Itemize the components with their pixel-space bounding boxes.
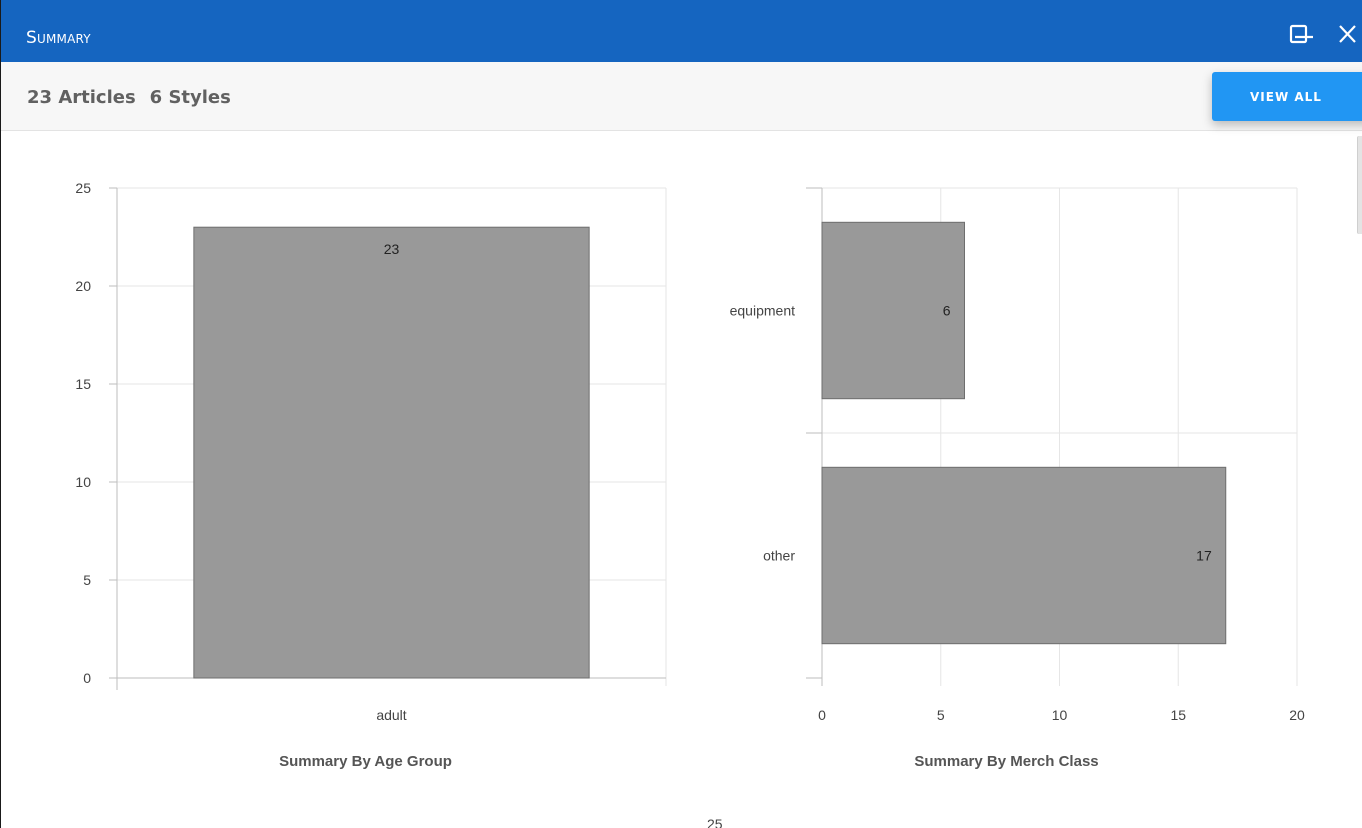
y-tick-label: 20 — [75, 278, 91, 294]
close-icon — [1339, 25, 1356, 43]
data-label-adult: 23 — [384, 241, 400, 257]
bar-equipment — [821, 221, 965, 400]
x-tick-label: 20 — [1289, 707, 1305, 723]
view-all-button[interactable]: VIEW ALL — [1212, 72, 1362, 121]
window-title: Summary — [26, 28, 91, 48]
merch-class-chart: 0 5 10 15 20 6 17 equipment other Summary By M… — [730, 187, 1305, 770]
y-tick-label: equipment — [730, 303, 795, 319]
x-tick-label: 10 — [1052, 707, 1068, 723]
age-group-chart-title: Summary By Age Group — [279, 753, 452, 770]
y-tick-label: 5 — [83, 572, 91, 588]
x-tick-label: 5 — [937, 707, 945, 723]
age-group-chart: 0 5 10 15 20 25 23 adult Summary By Age Group — [75, 180, 667, 770]
data-label-equipment: 6 — [943, 303, 951, 319]
data-label-other: 17 — [1196, 548, 1212, 564]
maximize-icon — [1289, 24, 1308, 44]
maximize-button[interactable] — [1285, 22, 1311, 48]
charts-area: 0 5 10 15 20 25 23 adult Summary By Age Group… — [75, 180, 1305, 770]
title-bar: Summary — [1, 0, 1362, 62]
minimize-button[interactable] — [1291, 22, 1317, 48]
scrollbar[interactable] — [1357, 136, 1362, 234]
styles-count: 6 Styles — [149, 87, 231, 108]
close-button[interactable] — [1335, 22, 1361, 48]
articles-count: 23 Articles — [27, 87, 136, 108]
bar-adult — [193, 226, 590, 679]
y-tick-label: other — [763, 548, 795, 564]
y-tick-label: 0 — [83, 670, 91, 686]
summary-counts: 23 Articles 6 Styles — [27, 87, 245, 108]
x-tick-label: 0 — [818, 707, 826, 723]
y-tick-label: 25 — [75, 180, 91, 196]
minimize-icon — [1295, 35, 1313, 39]
y-tick-label: 15 — [75, 376, 91, 392]
x-tick-label: 15 — [1170, 707, 1186, 723]
x-tick-label: adult — [376, 707, 406, 723]
y-tick-label: 10 — [75, 474, 91, 490]
merch-class-chart-title: Summary By Merch Class — [914, 753, 1098, 770]
summary-header: 23 Articles 6 Styles VIEW ALL — [1, 62, 1362, 131]
bar-other — [821, 466, 1227, 645]
partial-tick-label: 25 — [707, 816, 723, 828]
